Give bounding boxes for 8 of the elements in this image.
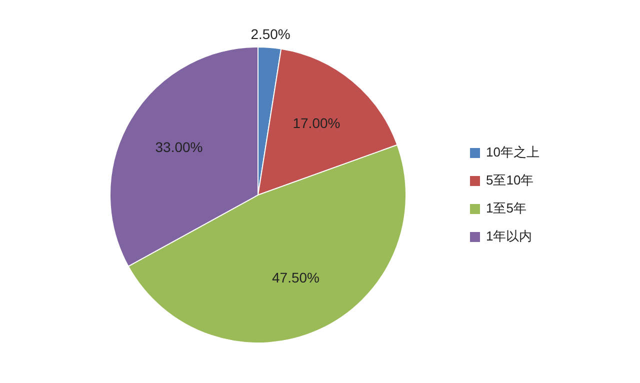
legend-label: 1至5年 [486, 200, 526, 216]
data-label: 47.50% [272, 269, 320, 286]
legend-label: 1年以内 [486, 228, 532, 244]
data-label: 2.50% [250, 26, 290, 42]
legend-label: 10年之上 [486, 144, 540, 160]
legend-label: 5至10年 [486, 172, 534, 188]
data-label: 33.00% [155, 138, 203, 155]
data-label: 17.00% [292, 115, 340, 131]
